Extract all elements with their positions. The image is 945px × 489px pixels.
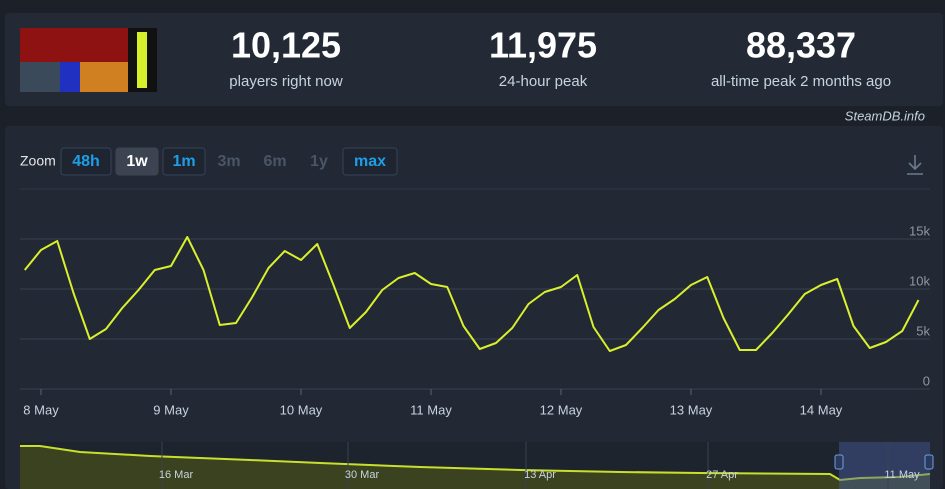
stat-value: 11,975 [489, 25, 597, 66]
x-tick-label: 14 May [800, 402, 843, 417]
credit: SteamDB.info [845, 108, 925, 123]
navigator-line [20, 445, 931, 482]
navigator-handle[interactable] [834, 454, 844, 470]
x-tick-label: 9 May [153, 402, 189, 417]
thumb-logo [137, 32, 147, 88]
navigator-window[interactable] [839, 442, 930, 489]
zoom-button-label[interactable]: max [354, 153, 386, 170]
zoom-button-label[interactable]: 1w [126, 153, 148, 170]
x-tick-label: 13 May [670, 402, 713, 417]
game-thumbnail[interactable] [20, 28, 157, 92]
download-icon[interactable] [907, 155, 923, 175]
zoom-button-label: 3m [217, 153, 240, 170]
thumb-red [20, 28, 128, 62]
chart-panel [5, 126, 943, 489]
navigator-label: 16 Mar [159, 469, 194, 481]
y-tick-label: 15k [909, 223, 930, 238]
zoom-button[interactable] [162, 147, 206, 176]
thumb-blue [60, 62, 80, 92]
zoom-label: Zoom [20, 153, 56, 169]
stat-value: 88,337 [746, 25, 856, 66]
series-line [23, 236, 920, 352]
stat-label: all-time peak 2 months ago [711, 73, 891, 90]
x-tick-label: 8 May [23, 402, 59, 417]
zoom-button[interactable] [115, 147, 159, 176]
stat-value: 10,125 [231, 25, 341, 66]
stat-label: players right now [229, 73, 343, 90]
y-tick-label: 0 [923, 373, 930, 388]
x-tick-label: 12 May [540, 402, 583, 417]
navigator-label: 11 May [884, 469, 920, 481]
zoom-button-label[interactable]: 48h [72, 153, 100, 170]
thumb-orange [80, 62, 128, 92]
zoom-button[interactable] [342, 147, 398, 176]
navigator-label: 30 Mar [345, 469, 380, 481]
y-tick-label: 10k [909, 273, 930, 288]
navigator-label: 27 Apr [706, 469, 738, 481]
zoom-button-label[interactable]: 1m [172, 153, 195, 170]
x-tick-label: 10 May [280, 402, 323, 417]
thumb-face [20, 62, 60, 92]
navigator[interactable] [20, 442, 934, 489]
x-tick-label: 11 May [410, 402, 452, 417]
navigator-area [20, 446, 930, 489]
navigator-label: 13 Apr [524, 469, 556, 481]
navigator-handle[interactable] [924, 454, 934, 470]
y-tick-label: 5k [916, 323, 930, 338]
zoom-button[interactable] [60, 147, 112, 176]
zoom-button-label: 6m [263, 153, 286, 170]
stat-label: 24-hour peak [499, 73, 588, 90]
stats-panel [5, 13, 943, 106]
zoom-button-label: 1y [310, 153, 328, 170]
download-glyph [907, 155, 923, 175]
